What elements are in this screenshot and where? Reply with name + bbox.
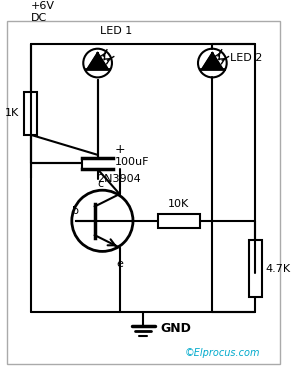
- Text: GND: GND: [160, 323, 191, 335]
- Text: c: c: [98, 179, 104, 189]
- Text: +6V
DC: +6V DC: [31, 1, 55, 23]
- Text: ©Elprocus.com: ©Elprocus.com: [185, 348, 260, 358]
- Text: e: e: [117, 259, 124, 269]
- Text: 4.7K: 4.7K: [266, 263, 291, 273]
- Text: 1K: 1K: [5, 108, 19, 118]
- Text: +: +: [115, 143, 126, 156]
- Polygon shape: [88, 53, 108, 69]
- Polygon shape: [202, 53, 222, 69]
- Text: LED 1: LED 1: [100, 26, 133, 36]
- Bar: [24, 92, 37, 135]
- Text: b: b: [73, 206, 79, 216]
- Bar: [249, 240, 262, 297]
- Bar: [158, 214, 200, 228]
- Text: 10K: 10K: [168, 199, 189, 209]
- Text: LED 2: LED 2: [230, 53, 262, 63]
- Text: 100uF: 100uF: [115, 156, 149, 166]
- Text: 2N3904: 2N3904: [98, 175, 141, 184]
